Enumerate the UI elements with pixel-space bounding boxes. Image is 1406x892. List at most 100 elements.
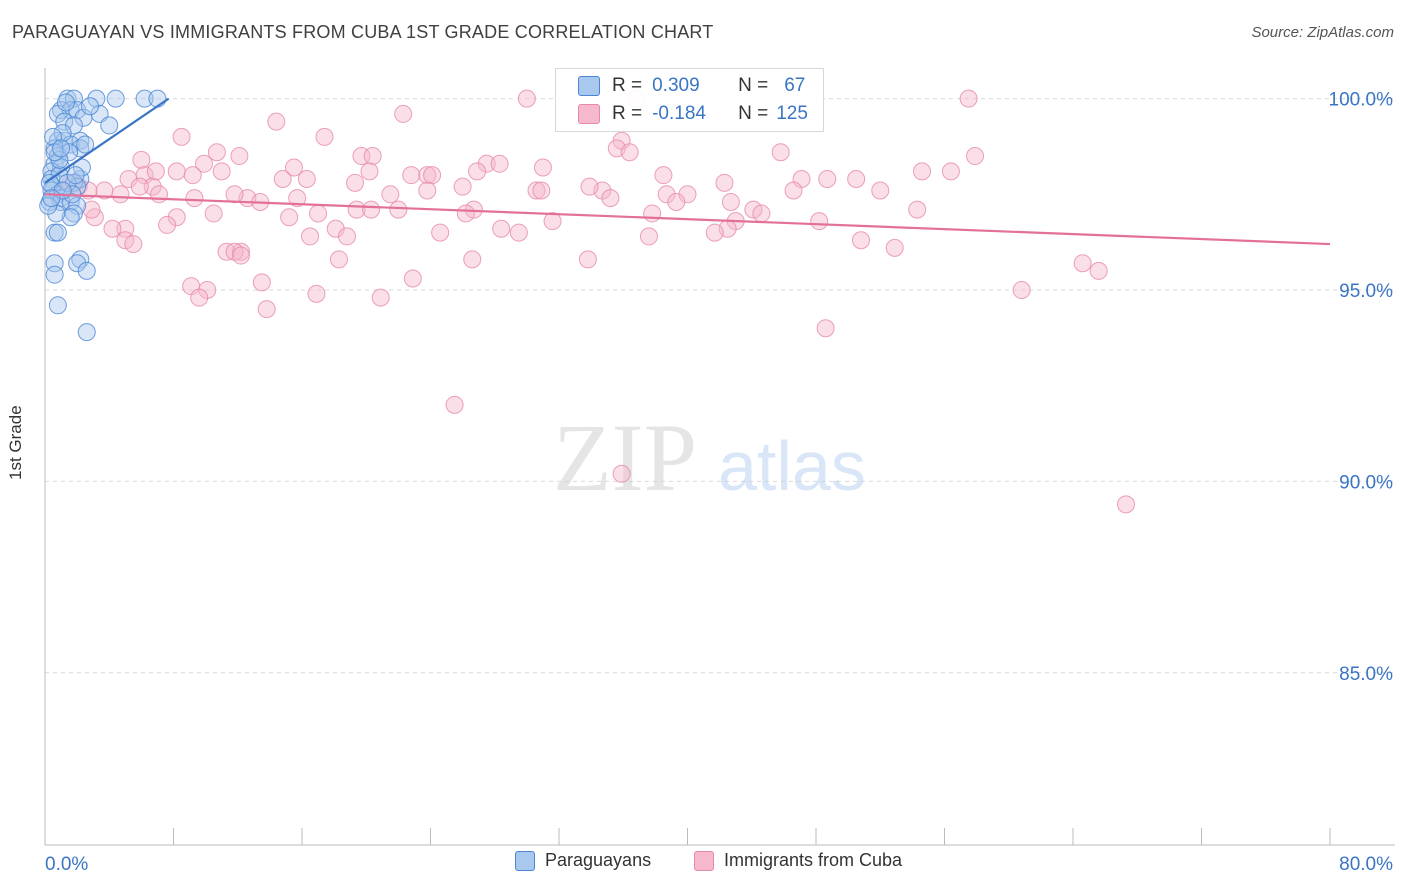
legend-label: Immigrants from Cuba [724,850,903,870]
y-tick-labels: 85.0% 90.0% 95.0% 100.0% [1329,90,1394,685]
data-point [135,89,154,108]
data-point [913,162,932,181]
data-point [167,162,186,181]
data-point [45,265,64,284]
data-point [225,185,244,204]
data-point [784,181,803,200]
data-point [851,231,870,250]
data-point [252,273,271,292]
data-point [403,269,422,288]
data-point [705,223,724,242]
data-point [715,173,734,192]
data-point [76,135,95,154]
data-point [423,166,442,185]
data-point [580,177,599,196]
data-point [309,204,328,223]
data-point [82,200,101,219]
stats-swatch-pink [578,104,600,124]
x-tick-labels: 0.0% 80.0% [45,854,1393,875]
data-point [477,154,496,173]
data-point [185,189,204,208]
legend-swatch-pink [694,850,714,871]
stats-n-value: 67 [784,75,806,96]
data-point [231,246,250,265]
data-point [752,204,771,223]
data-point [402,166,421,185]
data-point [100,116,119,135]
data-point [966,147,985,166]
data-point [871,181,890,200]
trend-line-paraguayans [44,97,170,184]
data-point [431,223,450,242]
y-tick-label: 85.0% [1339,664,1393,685]
data-point [847,170,866,188]
data-point [167,208,186,227]
data-point [721,192,740,211]
data-point [418,166,437,185]
data-point [456,204,475,223]
data-point [106,89,125,108]
data-point [52,139,71,158]
data-point [68,254,87,273]
stats-swatch-blue [578,76,600,96]
watermark: ZIP atlas [553,404,866,511]
legend-item-paraguayans[interactable]: Paraguayans [515,850,651,871]
data-point [1073,254,1092,273]
data-point [143,177,162,196]
stats-row-cuba: R = -0.184 N = 125 [578,101,808,127]
data-point [66,166,85,185]
legend: Paraguayans Immigrants from Cuba [0,850,1406,880]
data-point [280,208,299,227]
chart-title: PARAGUAYAN VS IMMIGRANTS FROM CUBA 1ST G… [12,22,714,42]
legend-item-immigrants-from-cuba[interactable]: Immigrants from Cuba [694,850,902,871]
data-point [148,89,167,108]
data-point [389,200,408,219]
data-point [1012,281,1031,299]
data-point [908,200,927,219]
data-point [61,208,80,227]
data-point [74,108,93,127]
data-point [52,158,71,177]
data-point [80,97,99,116]
data-point [288,189,307,208]
data-point [533,158,552,177]
stats-box: R = 0.309 N = 67 R = -0.184 N = 125 [555,68,824,132]
data-point [103,219,122,238]
data-point [517,89,536,108]
data-point [183,166,202,185]
data-point [509,223,528,242]
stats-r-label: R = [612,103,643,124]
data-point [77,323,96,342]
data-point [1117,495,1136,514]
watermark-atlas: atlas [718,427,866,505]
data-point [771,143,790,162]
data-point [53,124,72,143]
data-point [468,162,487,181]
stats-n-value: 125 [776,103,808,124]
data-point [42,189,61,208]
data-point [654,166,673,185]
data-point [816,319,835,338]
data-point [371,288,390,307]
data-point [346,173,365,192]
trend-lines [44,97,1331,246]
data-point [381,185,400,204]
data-point [492,219,511,238]
stats-r-value: 0.309 [652,75,700,96]
data-point [297,170,316,188]
stats-r-value: -0.184 [652,103,706,124]
data-point [195,154,214,173]
data-point [257,300,276,319]
legend-swatch-blue [515,850,535,871]
x-tick-label-min: 0.0% [45,854,88,875]
data-point [132,150,151,169]
series-paraguayans [39,89,167,342]
data-point [667,192,686,211]
data-point [959,89,978,108]
data-point [445,395,464,414]
data-point [362,200,381,219]
data-point [643,204,662,223]
data-point [463,250,482,269]
data-point [818,170,837,188]
